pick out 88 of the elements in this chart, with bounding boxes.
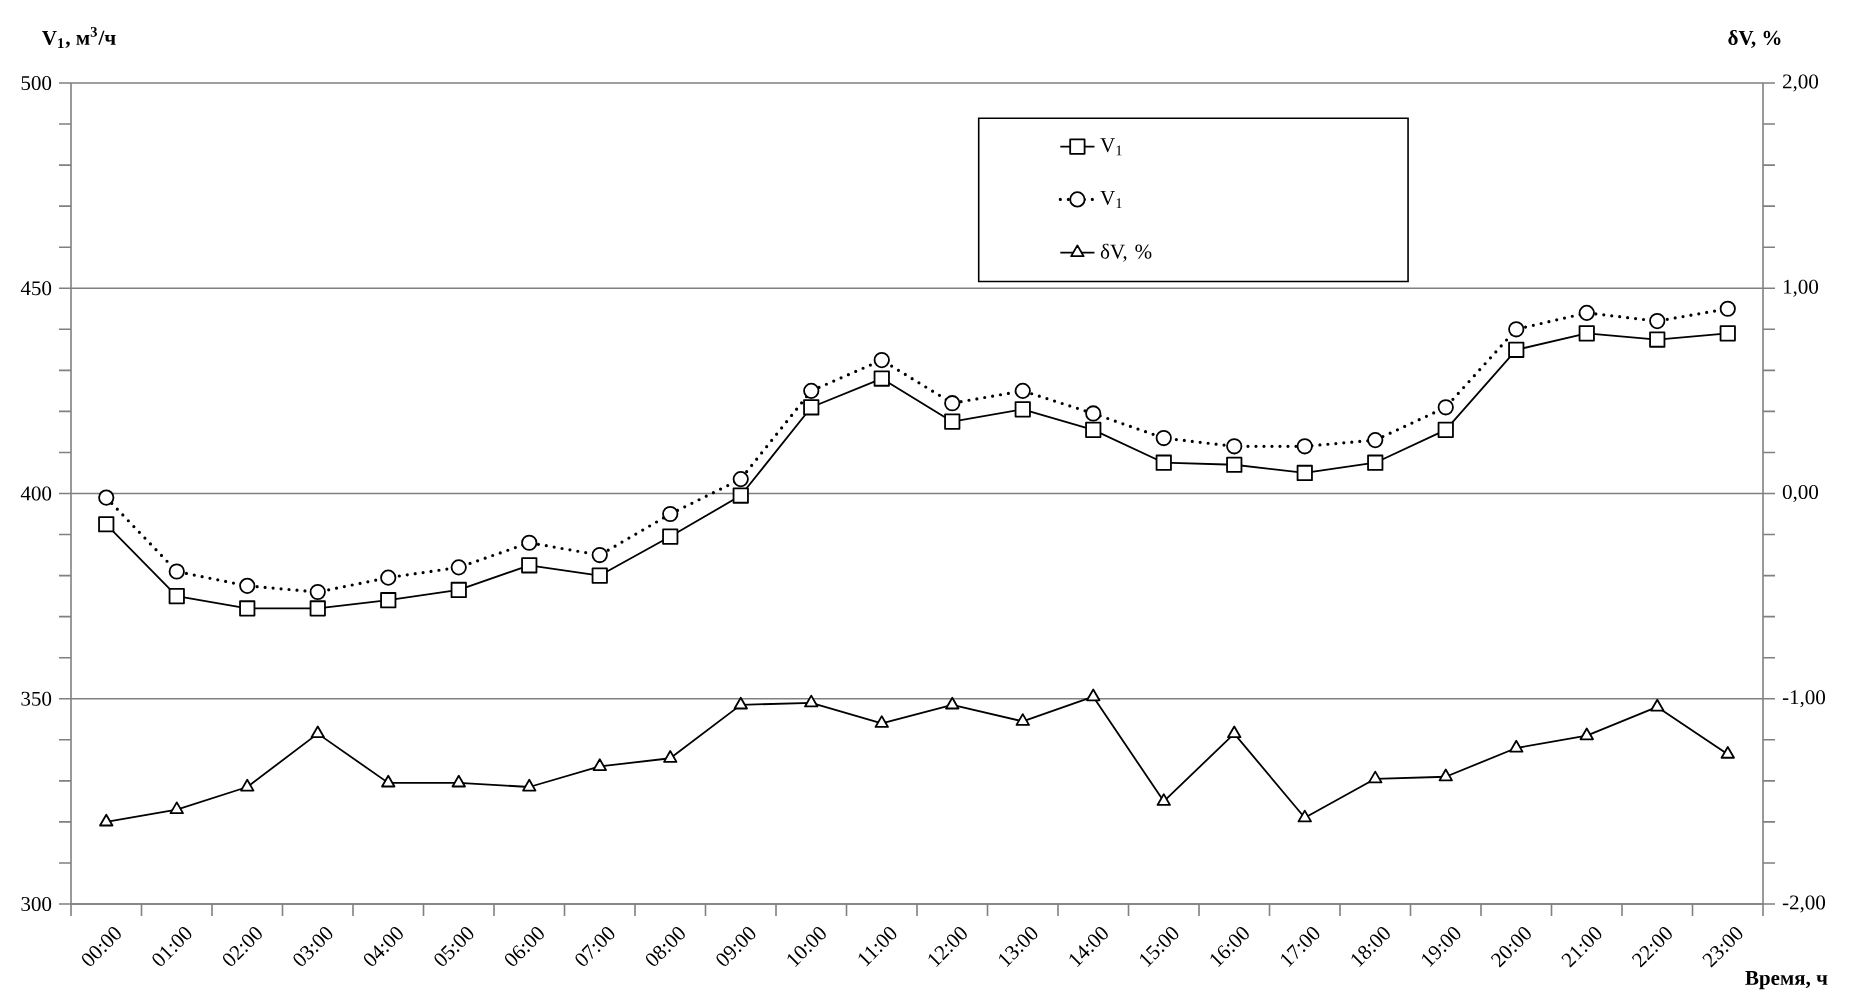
point (592, 758, 607, 771)
point (873, 370, 890, 387)
y-axis-title: V$_{1}$, м$^{3}$/ч (42, 26, 116, 48)
point (732, 487, 749, 504)
y-tick-label: 450 (20, 281, 52, 296)
point (521, 557, 538, 574)
point (1086, 688, 1101, 702)
point (169, 801, 184, 815)
point (1297, 809, 1312, 823)
point (1085, 405, 1102, 422)
y-tick-label: 400 (20, 486, 52, 501)
point (1367, 454, 1384, 471)
point (239, 600, 256, 617)
point (1296, 464, 1313, 482)
y-tick-label: 300 (21, 896, 52, 912)
point (450, 581, 467, 599)
y2-tick-label: -1,00 (1782, 690, 1826, 708)
point (803, 382, 820, 399)
y2-axis-title: δV, % (1728, 30, 1781, 48)
point (1438, 768, 1453, 782)
point (98, 489, 115, 506)
point (733, 696, 748, 710)
point (450, 559, 467, 576)
y2-tick-label: -2,00 (1782, 895, 1826, 913)
point (1437, 399, 1454, 416)
point (309, 600, 326, 617)
point (1508, 341, 1525, 358)
point (1509, 739, 1524, 753)
point (380, 569, 397, 586)
point (1156, 793, 1171, 806)
legend-label: V$_{1}$ (1100, 191, 1122, 209)
point (662, 505, 679, 523)
y-tick-label: 500 (21, 75, 52, 91)
point (1155, 454, 1172, 471)
point (1578, 325, 1595, 342)
point (944, 395, 961, 412)
point (1578, 304, 1595, 321)
y-tick-label: 350 (21, 691, 52, 706)
point (1015, 713, 1030, 726)
point (1367, 432, 1384, 449)
point (168, 563, 185, 580)
y2-tick-label: 1,00 (1783, 279, 1819, 297)
point (803, 399, 820, 416)
legend-label: V$_{1}$ (1100, 138, 1122, 156)
point (99, 813, 114, 827)
point (732, 471, 749, 488)
point (1579, 727, 1594, 741)
point (591, 546, 608, 564)
point (1296, 438, 1313, 455)
point (662, 528, 679, 545)
point (1227, 725, 1242, 739)
point (1226, 456, 1243, 473)
point (240, 778, 255, 792)
point (663, 750, 678, 763)
point (98, 516, 115, 533)
point (873, 351, 890, 369)
point (874, 715, 889, 728)
point (1368, 770, 1383, 784)
point (380, 592, 397, 609)
y2-tick-label: 0,00 (1782, 484, 1819, 503)
point (1719, 325, 1736, 342)
point (1508, 321, 1525, 338)
point (1649, 331, 1666, 348)
point (239, 577, 256, 594)
point (451, 774, 466, 788)
point (168, 588, 185, 605)
point (804, 694, 819, 708)
point (522, 778, 537, 792)
point (1720, 746, 1735, 759)
point (1085, 421, 1102, 438)
point (309, 583, 326, 601)
point (381, 774, 396, 788)
legend-label: δV, % (1100, 243, 1152, 262)
x-axis-title: Время, ч (1745, 971, 1828, 990)
point (1719, 300, 1736, 317)
point (521, 534, 538, 551)
point (1014, 382, 1031, 399)
point (945, 696, 960, 710)
point (1650, 698, 1665, 712)
point (1155, 429, 1172, 447)
point (1437, 421, 1454, 438)
point (944, 413, 961, 430)
point (1649, 312, 1666, 330)
y2-tick-label: 2,00 (1782, 74, 1819, 92)
point (310, 725, 325, 739)
point (591, 567, 608, 584)
point (1226, 438, 1243, 455)
point (1014, 401, 1031, 418)
